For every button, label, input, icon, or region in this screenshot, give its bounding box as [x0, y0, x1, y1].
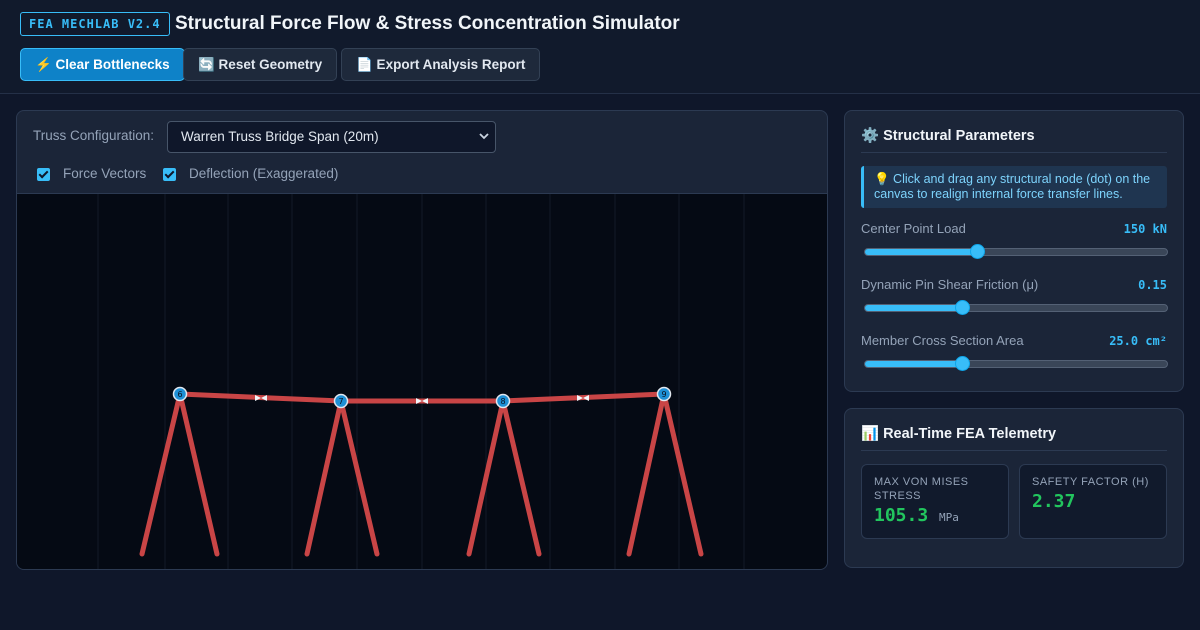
app-header: FEA MECHLAB V2.4 Structural Force Flow &… — [0, 0, 1200, 94]
simulation-panel: Truss Configuration: Warren Truss Bridge… — [16, 110, 828, 570]
safety-factor-metric: SAFETY FACTOR (Η) 2.37 — [1019, 464, 1167, 539]
slider-thumb[interactable] — [954, 300, 970, 315]
pin-friction-slider[interactable] — [864, 300, 1168, 315]
clear-bottlenecks-button[interactable]: ⚡ Clear Bottlenecks — [20, 48, 185, 81]
force-vector-icon — [255, 395, 267, 401]
safety-factor-value: 2.37 — [1032, 491, 1076, 512]
truss-canvas[interactable]: 6 7 8 9 — [17, 193, 827, 569]
truss-member-diagonal — [500, 398, 542, 557]
telemetry-title: 📊 Real-Time FEA Telemetry — [861, 425, 1167, 451]
truss-member-diagonal — [661, 391, 704, 557]
force-vector-icon — [416, 398, 428, 404]
truss-node[interactable]: 8 — [495, 393, 511, 409]
node-label: 9 — [661, 390, 666, 399]
max-stress-metric: MAX VON MISES STRESS 105.3 MPa — [861, 464, 1009, 539]
version-badge: FEA MECHLAB V2.4 — [20, 12, 170, 36]
cross-section-slider[interactable] — [864, 356, 1168, 371]
center-load-slider[interactable] — [864, 244, 1168, 259]
force-vectors-label: Force Vectors — [63, 166, 147, 181]
center-load-value: 150 kN — [1123, 222, 1167, 236]
node-label: 7 — [338, 397, 343, 406]
truss-member-diagonal — [626, 391, 667, 557]
max-stress-label: MAX VON MISES STRESS — [874, 476, 969, 502]
truss-member-diagonal — [139, 391, 183, 557]
checkbox-checked-icon — [37, 168, 50, 181]
pin-friction-value: 0.15 — [1138, 278, 1167, 292]
slider-fill — [865, 305, 962, 311]
truss-member-diagonal — [466, 398, 506, 557]
slider-thumb[interactable] — [954, 356, 970, 371]
node-label: 6 — [177, 390, 182, 399]
max-stress-readout: 105.3 MPa — [874, 505, 996, 526]
fea-telemetry-card: 📊 Real-Time FEA Telemetry MAX VON MISES … — [844, 408, 1184, 568]
force-vector-icon — [577, 395, 589, 401]
checkbox-checked-icon — [163, 168, 176, 181]
truss-node[interactable]: 9 — [656, 386, 672, 402]
max-stress-value: 105.3 — [874, 505, 929, 526]
truss-member-diagonal — [304, 398, 344, 557]
truss-member-top — [177, 391, 344, 404]
safety-factor-label: SAFETY FACTOR (Η) — [1032, 476, 1149, 488]
truss-node[interactable]: 6 — [172, 386, 188, 402]
drag-hint: 💡 Click and drag any structural node (do… — [861, 166, 1167, 208]
slider-thumb[interactable] — [969, 244, 985, 259]
canvas-grid — [97, 194, 745, 569]
parameters-title: ⚙️ Structural Parameters — [861, 127, 1167, 153]
max-stress-unit: MPa — [939, 511, 959, 524]
structural-parameters-card: ⚙️ Structural Parameters 💡 Click and dra… — [844, 110, 1184, 392]
deflection-label: Deflection (Exaggerated) — [189, 166, 339, 181]
pin-friction-label: Dynamic Pin Shear Friction (μ) — [861, 277, 1039, 292]
truss-drawing: 6 7 8 9 — [97, 194, 745, 569]
truss-config-label: Truss Configuration: — [33, 128, 155, 143]
center-load-label: Center Point Load — [861, 221, 966, 236]
truss-config-select[interactable]: Warren Truss Bridge Span (20m) — [167, 121, 496, 153]
truss-member-diagonal — [177, 391, 220, 557]
slider-fill — [865, 249, 977, 255]
cross-section-label: Member Cross Section Area — [861, 333, 1024, 348]
chevron-down-icon — [479, 122, 489, 164]
truss-member-diagonal — [338, 398, 380, 557]
node-label: 8 — [500, 397, 505, 406]
reset-geometry-button[interactable]: 🔄 Reset Geometry — [183, 48, 338, 81]
truss-config-value: Warren Truss Bridge Span (20m) — [181, 129, 379, 144]
truss-member-top — [500, 391, 667, 404]
slider-fill — [865, 361, 962, 367]
export-report-button[interactable]: 📄 Export Analysis Report — [341, 48, 541, 81]
cross-section-value: 25.0 cm² — [1109, 334, 1167, 348]
page-title: Structural Force Flow & Stress Concentra… — [175, 13, 680, 34]
truss-node[interactable]: 7 — [333, 393, 349, 409]
